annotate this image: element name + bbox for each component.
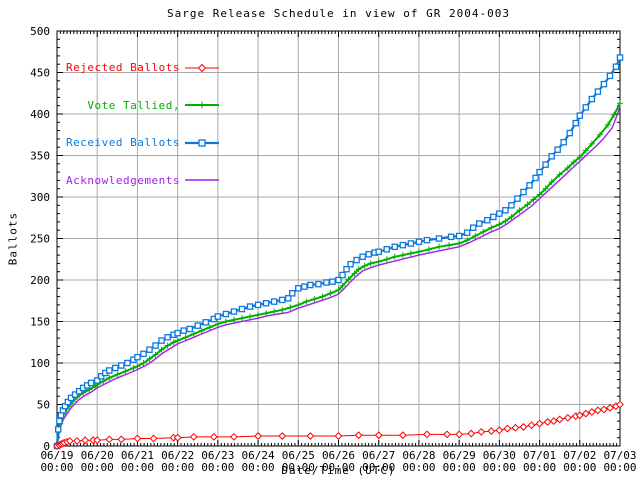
y-axis-title: Ballots — [6, 211, 20, 266]
legend-key-line-icon — [185, 179, 219, 181]
series-vote-tallied — [54, 100, 623, 449]
legend: Rejected Ballots Vote Tallied, Received … — [64, 36, 219, 212]
svg-text:07/01: 07/01 — [523, 449, 556, 462]
svg-text:150: 150 — [30, 316, 50, 329]
svg-text:00:00: 00:00 — [523, 461, 556, 474]
svg-text:00:00: 00:00 — [603, 461, 636, 474]
svg-text:200: 200 — [30, 274, 50, 287]
svg-text:00:00: 00:00 — [121, 461, 154, 474]
legend-label-received-ballots: Received Ballots — [66, 136, 180, 150]
legend-label-rejected-ballots: Rejected Ballots — [66, 61, 180, 75]
legend-key-diamond-icon — [185, 63, 219, 72]
svg-text:00:00: 00:00 — [362, 461, 395, 474]
svg-text:06/23: 06/23 — [201, 449, 234, 462]
series — [53, 54, 624, 450]
svg-text:350: 350 — [30, 150, 50, 163]
svg-text:00:00: 00:00 — [483, 461, 516, 474]
svg-text:250: 250 — [30, 233, 50, 246]
legend-label-acknowledgements: Acknowledgements — [66, 173, 180, 187]
svg-text:450: 450 — [30, 67, 50, 80]
legend-label-vote-tallied: Vote Tallied, — [87, 98, 180, 112]
axis-ticks — [56, 30, 621, 447]
svg-text:00:00: 00:00 — [563, 461, 596, 474]
x-axis-title: Date/Time (UTC) — [281, 464, 396, 477]
legend-entry-received-ballots: Received Ballots — [64, 136, 219, 150]
svg-text:06/30: 06/30 — [483, 449, 516, 462]
tick-labels: 05010015020025030035040045050006/1900:00… — [30, 25, 636, 474]
svg-text:06/26: 06/26 — [322, 449, 355, 462]
svg-text:06/22: 06/22 — [161, 449, 194, 462]
svg-text:06/19: 06/19 — [40, 449, 73, 462]
chart-title: Sarge Release Schedule in view of GR 200… — [166, 7, 510, 20]
legend-entry-rejected-ballots: Rejected Ballots — [64, 61, 219, 75]
legend-entry-acknowledgements: Acknowledgements — [64, 173, 219, 187]
svg-text:06/28: 06/28 — [402, 449, 435, 462]
svg-text:06/24: 06/24 — [242, 449, 275, 462]
svg-text:06/29: 06/29 — [443, 449, 476, 462]
svg-text:06/20: 06/20 — [81, 449, 114, 462]
svg-text:00:00: 00:00 — [322, 461, 355, 474]
svg-text:06/25: 06/25 — [282, 449, 315, 462]
svg-text:06/27: 06/27 — [362, 449, 395, 462]
svg-text:00:00: 00:00 — [40, 461, 73, 474]
svg-text:50: 50 — [37, 399, 50, 412]
series-acknowledgements — [56, 106, 621, 447]
svg-text:500: 500 — [30, 25, 50, 38]
svg-text:06/21: 06/21 — [121, 449, 154, 462]
legend-key-square-icon — [185, 139, 219, 147]
svg-text:00:00: 00:00 — [201, 461, 234, 474]
svg-text:300: 300 — [30, 191, 50, 204]
svg-text:0: 0 — [43, 440, 50, 453]
series-rejected-ballots — [53, 400, 624, 450]
svg-text:00:00: 00:00 — [242, 461, 275, 474]
svg-text:00:00: 00:00 — [282, 461, 315, 474]
svg-text:100: 100 — [30, 357, 50, 370]
svg-text:00:00: 00:00 — [81, 461, 114, 474]
legend-key-plus-icon — [185, 101, 219, 109]
svg-text:00:00: 00:00 — [443, 461, 476, 474]
svg-text:07/02: 07/02 — [563, 449, 596, 462]
svg-text:00:00: 00:00 — [161, 461, 194, 474]
svg-text:00:00: 00:00 — [402, 461, 435, 474]
svg-text:400: 400 — [30, 108, 50, 121]
svg-text:07/03: 07/03 — [603, 449, 636, 462]
legend-entry-vote-tallied: Vote Tallied, — [64, 98, 219, 112]
